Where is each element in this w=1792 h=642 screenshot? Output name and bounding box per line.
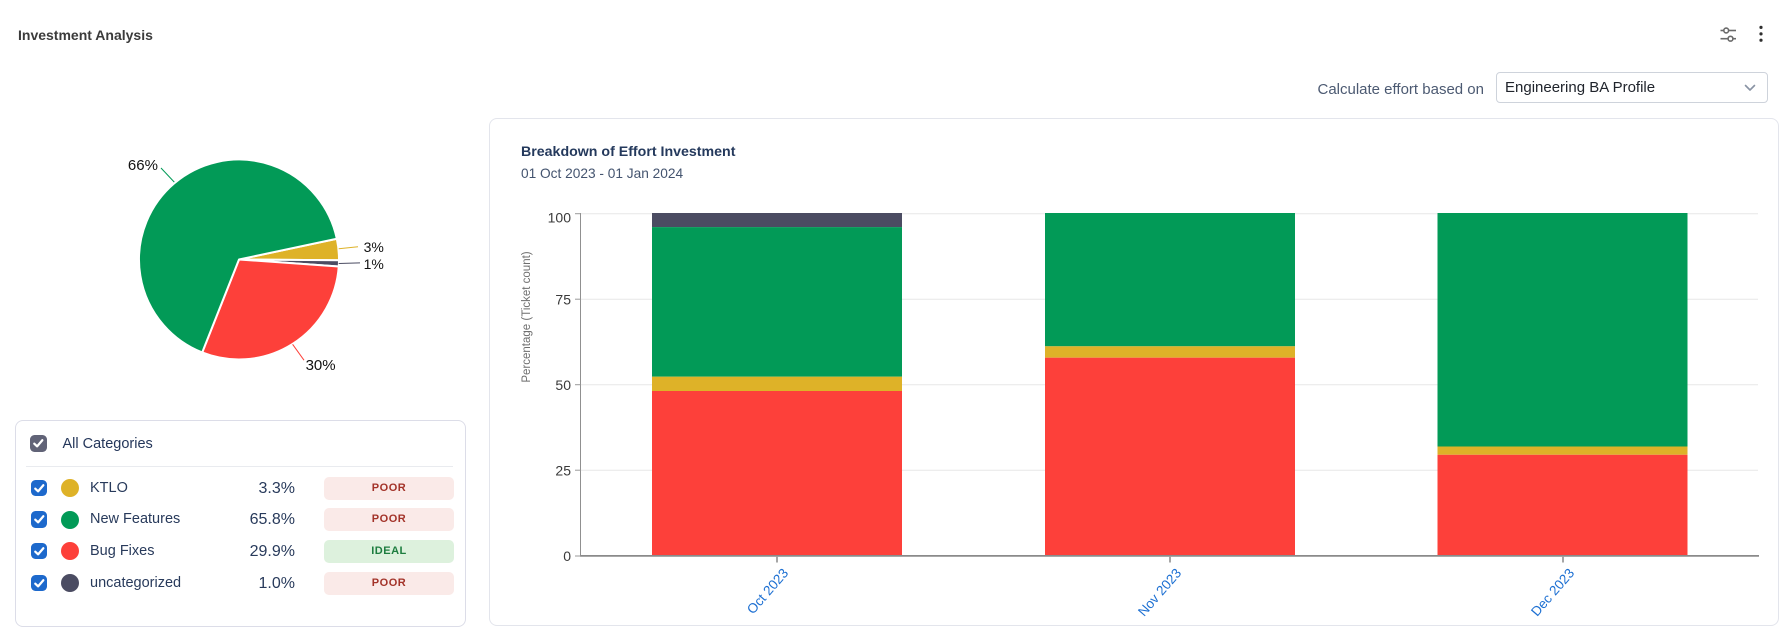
- svg-text:75: 75: [555, 291, 571, 307]
- svg-text:Dec 2023: Dec 2023: [1528, 566, 1577, 619]
- svg-text:Percentage (Ticket count): Percentage (Ticket count): [521, 251, 533, 382]
- svg-text:30%: 30%: [306, 357, 336, 374]
- svg-text:50: 50: [555, 377, 571, 393]
- svg-text:25: 25: [555, 462, 571, 478]
- svg-text:3%: 3%: [364, 239, 384, 255]
- svg-text:1%: 1%: [364, 256, 384, 272]
- svg-text:66%: 66%: [128, 157, 158, 174]
- svg-text:Nov 2023: Nov 2023: [1135, 566, 1184, 619]
- svg-text:100: 100: [548, 209, 572, 225]
- svg-text:Oct 2023: Oct 2023: [744, 566, 791, 617]
- svg-text:0: 0: [563, 548, 571, 564]
